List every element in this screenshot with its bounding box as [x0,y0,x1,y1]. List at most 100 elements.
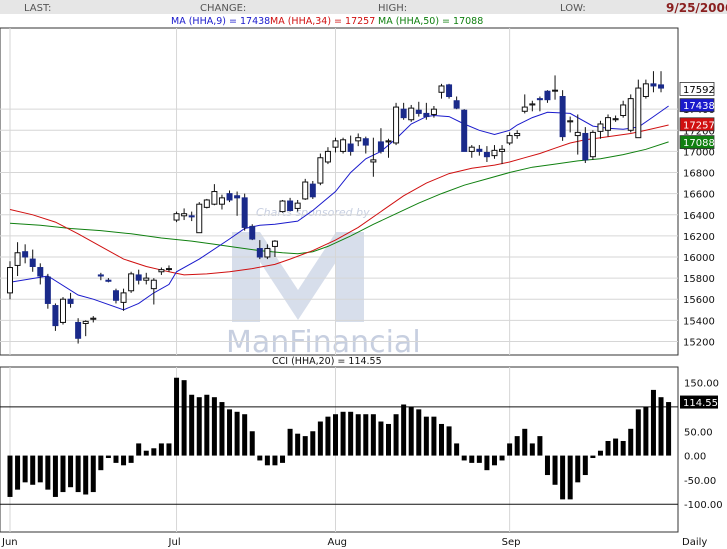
cci-bar [416,409,422,456]
candle-body [536,98,543,101]
cci-bar [484,455,490,471]
cci-bar [522,428,528,456]
cci-bar [227,409,233,456]
candle-body [234,195,241,199]
candle-body [302,181,309,200]
cci-bar [605,440,611,456]
candle-body [14,252,21,266]
cci-bar [378,421,384,456]
cci-bar [151,448,157,456]
candle-body [264,248,271,258]
candle-body [362,138,369,146]
watermark-brand-text: ManFinancial [226,325,421,360]
cci-bar [158,443,164,456]
cci-bar [476,455,482,463]
low-label: LOW: [560,3,586,14]
watermark-m-right [336,232,364,322]
candle-body [658,84,665,89]
candle-body [559,96,566,138]
cci-bar [272,455,278,466]
cci-bar [620,440,626,456]
cci-bar [393,414,399,456]
cci-bar [537,436,543,456]
candle-body [355,137,362,142]
price-tick-label: 15400 [683,316,715,327]
cci-bar [45,455,51,490]
price-tick-label: 17000 [683,147,715,158]
cci-bar [15,455,21,490]
candle-body [75,321,82,339]
candle-body [340,139,347,152]
cci-value-box [680,395,718,409]
watermark-sponsor-text: Charts sponsored by [256,206,370,219]
cci-bar [98,455,104,471]
ma9-legend: MA (HHA,9) = 17438 [171,16,270,27]
cci-bar [408,406,414,456]
candle-body [188,215,195,218]
candle-body [589,131,596,158]
cci-tick-label: -100.00 [684,500,723,511]
cci-bar [401,404,407,456]
cci-tick-label: 150.00 [684,379,719,390]
cci-bar [287,428,293,456]
price-tick-label: 16400 [683,211,715,222]
candle-body [483,151,490,158]
cci-bar [491,455,497,466]
cci-bar [30,455,36,485]
cci-bar [575,455,581,483]
cci-panel-frame [0,366,679,533]
cci-bar [438,423,444,456]
cci-bar [128,455,134,463]
candle-body [552,89,559,92]
cci-bar [348,411,354,456]
price-tick-label: 15800 [683,274,715,285]
cci-bar [461,455,467,461]
cci-bar [514,436,520,456]
cci-bar [83,455,89,495]
cci-bar [196,397,202,456]
cci-bar [529,443,535,456]
month-label: Jul [168,537,181,548]
candle-body [635,87,642,139]
candle-body [332,140,339,148]
cci-bar [635,409,641,456]
candle-body [642,83,649,98]
candle-body [44,276,51,304]
price-tag-label: 17257 [683,120,715,131]
candle-body [605,117,612,131]
candle-body [241,197,248,228]
candle-body [279,200,286,213]
cci-bar [174,377,180,456]
candle-body [347,143,354,152]
high-label: HIGH: [378,3,407,14]
candle-body [128,273,135,292]
cci-legend: CCI (HHA,20) = 114.55 [272,356,382,367]
cci-bar [181,380,187,456]
candle-body [150,279,157,290]
candle-body [203,199,210,208]
cci-bar [211,397,217,456]
cci-bar [454,443,460,456]
cci-bar [469,455,475,463]
cci-bar [590,455,596,459]
candle-body [67,298,74,304]
cci-bar [423,416,429,456]
candle-body [294,202,301,209]
date-label: 9/25/2006 [666,1,727,15]
price-tag-box [679,117,715,132]
cci-bar [628,428,634,456]
watermark-m-left [232,232,260,322]
candle-body [90,317,97,320]
cci-bar [355,414,361,456]
candle-body [256,248,263,258]
candle-body [620,104,627,117]
price-tag-box [679,135,715,150]
candle-body [514,132,521,137]
candle-body [196,203,203,234]
candle-body [438,85,445,93]
ma50-line [9,141,669,255]
cci-bar [325,416,331,456]
candle-body [309,183,316,198]
ma34-legend: MA (HHA,34) = 17257 [270,16,375,27]
candle-body [597,123,604,132]
